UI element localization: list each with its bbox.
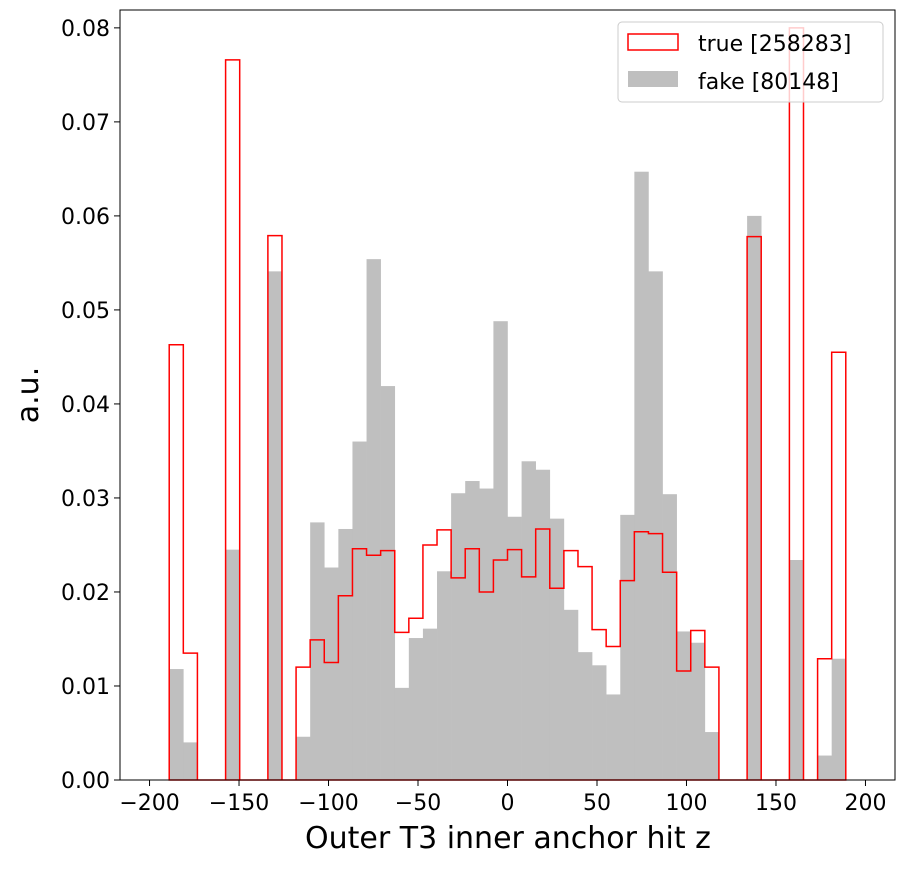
fake-bar (479, 488, 494, 780)
y-tick-label: 0.08 (61, 17, 110, 42)
x-tick-label: 0 (501, 791, 515, 816)
fake-bar (324, 567, 339, 780)
fake-bar (620, 514, 635, 780)
legend-label-fake: fake [80148] (698, 70, 839, 95)
y-tick-label: 0.05 (61, 299, 110, 324)
y-tick-label: 0.04 (61, 393, 110, 418)
legend-swatch-fake (628, 71, 678, 87)
fake-bar (437, 571, 452, 780)
x-tick-label: −50 (395, 791, 441, 816)
y-tick-label: 0.06 (61, 205, 110, 230)
fake-bar (563, 609, 579, 780)
x-axis-ticks: −200 −150 −100 −50 0 50 100 150 200 (119, 780, 886, 816)
fake-bar (267, 271, 283, 780)
fake-bar (451, 493, 466, 780)
y-tick-label: 0.07 (61, 111, 110, 136)
x-tick-label: −200 (119, 791, 179, 816)
fake-bar (535, 469, 551, 780)
fake-bar (634, 171, 649, 780)
fake-bar (690, 642, 706, 780)
fake-bar (592, 665, 607, 780)
legend-swatch-true (627, 33, 679, 51)
fake-bar (507, 516, 522, 780)
fake-series-bars (169, 171, 847, 781)
x-tick-label: 200 (844, 791, 886, 816)
fake-bar (521, 461, 536, 780)
fake-bar (225, 549, 240, 780)
fake-bar (380, 386, 396, 780)
fake-bar (789, 560, 804, 780)
x-tick-label: 50 (583, 791, 611, 816)
fake-bar (676, 631, 692, 780)
y-tick-label: 0.01 (61, 675, 110, 700)
fake-bar (366, 259, 381, 781)
y-tick-label: 0.02 (61, 581, 110, 606)
fake-bar (183, 742, 198, 780)
fake-bar (606, 694, 621, 780)
fake-bar (817, 755, 832, 780)
x-tick-label: 100 (665, 791, 707, 816)
fake-bar (394, 687, 410, 780)
legend: true [258283] fake [80148] (617, 21, 884, 103)
fake-bar (493, 321, 508, 780)
y-axis-ticks: 0.00 0.01 0.02 0.03 0.04 0.05 0.06 0.07 0.08 (61, 17, 120, 794)
legend-box (617, 21, 884, 103)
x-tick-label: −150 (209, 791, 269, 816)
y-tick-label: 0.00 (61, 769, 110, 794)
legend-label-true: true [258283] (698, 32, 851, 57)
fake-bar (310, 522, 325, 780)
fake-bar (352, 441, 367, 780)
fake-bar (662, 494, 677, 780)
fake-bar (169, 669, 184, 780)
y-tick-label: 0.03 (61, 487, 110, 512)
fake-bar (338, 528, 353, 780)
fake-bar (831, 658, 847, 780)
fake-bar (704, 732, 720, 780)
fake-bar (422, 628, 438, 780)
fake-bar (577, 652, 593, 780)
x-axis-label: Outer T3 inner anchor hit z (305, 821, 711, 856)
fake-bar (549, 518, 565, 780)
fake-bar (408, 638, 424, 780)
fake-bar (465, 481, 480, 780)
fake-bar (648, 271, 663, 780)
fake-bar (296, 736, 311, 780)
x-tick-label: −100 (298, 791, 358, 816)
y-axis-label: a.u. (11, 367, 46, 423)
x-tick-label: 150 (755, 791, 797, 816)
fake-bar (747, 215, 762, 780)
